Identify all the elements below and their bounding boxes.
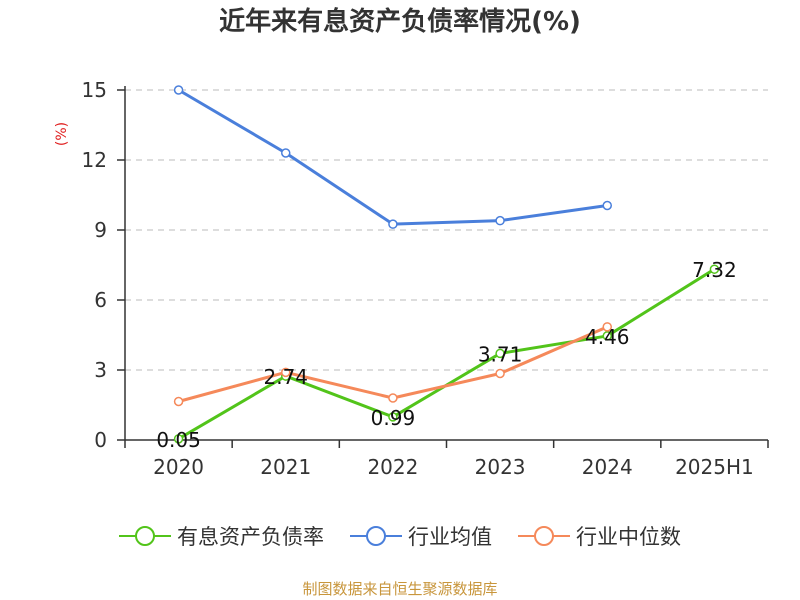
data-point	[495, 215, 505, 226]
legend-label: 行业中位数	[576, 525, 681, 549]
data-point	[495, 368, 505, 379]
y-tick-label: 6	[94, 288, 107, 312]
legend-item-industry-average[interactable]: 行业均值	[350, 521, 492, 551]
x-tick-label: 2025H1	[675, 455, 754, 479]
data-point	[602, 331, 612, 341]
data-label: 4.46	[585, 325, 630, 349]
x-tick-label: 2021	[260, 455, 311, 479]
data-point	[173, 85, 184, 95]
data-point	[602, 322, 612, 332]
data-point	[173, 434, 184, 444]
legend-swatch-icon	[350, 526, 402, 546]
legend-swatch-icon	[518, 526, 570, 546]
data-label: 7.32	[692, 258, 737, 282]
data-label: 0.99	[371, 406, 416, 430]
x-tick-label: 2024	[582, 455, 633, 479]
y-tick-label: 15	[82, 78, 107, 102]
data-point	[709, 264, 720, 274]
legend-item-industry-median[interactable]: 行业中位数	[518, 521, 681, 551]
data-point	[602, 200, 612, 211]
legend: 有息资产负债率 行业均值 行业中位数	[0, 516, 800, 556]
data-label: 2.74	[263, 365, 308, 389]
y-tick-label: 9	[94, 218, 107, 242]
y-tick-label: 0	[94, 428, 107, 452]
series-line-2	[178, 325, 608, 403]
legend-item-interest-bearing-ratio[interactable]: 有息资产负债率	[119, 521, 324, 551]
data-point	[388, 412, 398, 422]
series-line-1	[177, 88, 608, 226]
data-point	[281, 367, 291, 378]
data-label: 3.71	[478, 342, 523, 366]
chart-title: 近年来有息资产负债率情况(%)	[219, 7, 581, 37]
y-tick-label: 3	[94, 358, 107, 382]
data-point	[388, 219, 398, 229]
data-label: 0.05	[156, 428, 201, 452]
x-tick-label: 2023	[475, 455, 526, 479]
legend-label: 行业均值	[408, 525, 492, 549]
data-point	[495, 348, 505, 359]
legend-swatch-icon	[119, 526, 171, 546]
data-point	[173, 396, 184, 407]
y-tick-label: 12	[82, 148, 107, 172]
x-tick-label: 2022	[367, 455, 418, 479]
series-line-0	[177, 267, 716, 441]
x-tick-label: 2020	[153, 455, 204, 479]
data-point	[281, 148, 291, 158]
data-source-note: 制图数据来自恒生聚源数据库	[302, 580, 498, 598]
data-point	[388, 393, 398, 403]
legend-label: 有息资产负债率	[177, 525, 324, 549]
